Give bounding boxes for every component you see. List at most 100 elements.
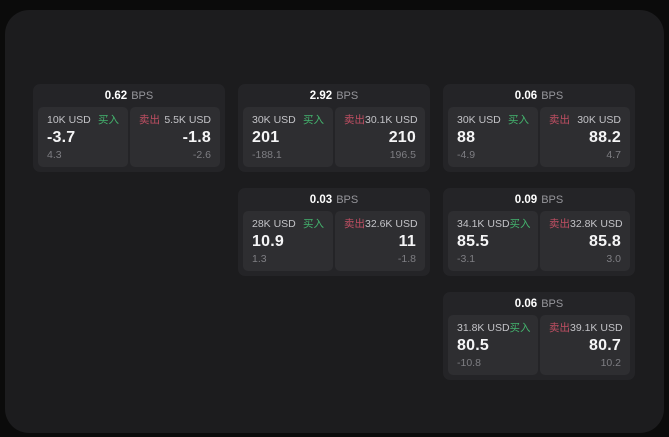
sell-side-label: 卖出	[549, 114, 570, 126]
spread-header: 0.62 BPS	[38, 88, 220, 104]
quote-card: 0.62 BPS 10K USD 买入 -3.7 4.3 卖出 5.5K USD …	[33, 84, 225, 172]
buy-side-label: 买入	[509, 218, 531, 230]
buy-panel[interactable]: 31.8K USD 买入 80.5 -10.8	[448, 315, 538, 375]
buy-side-label: 买入	[508, 114, 529, 126]
sell-notional-label: 39.1K USD	[570, 322, 623, 334]
sell-panel[interactable]: 卖出 32.6K USD 11 -1.8	[335, 211, 425, 271]
quote-panels: 10K USD 买入 -3.7 4.3 卖出 5.5K USD -1.8 -2.…	[38, 107, 220, 167]
buy-price-value: 201	[252, 128, 280, 146]
sell-price-value: 80.7	[589, 336, 621, 354]
sell-notional-label: 5.5K USD	[164, 114, 211, 126]
buy-notional-label: 34.1K USD	[457, 218, 510, 230]
buy-change-value: -3.1	[457, 253, 476, 265]
quote-panels: 34.1K USD 买入 85.5 -3.1 卖出 32.8K USD 85.8…	[448, 211, 630, 271]
buy-change-value: 4.3	[47, 149, 62, 161]
spread-header: 0.09 BPS	[448, 192, 630, 208]
bps-unit-label: BPS	[336, 194, 359, 206]
sell-price-value: 210	[388, 128, 416, 146]
buy-price-value: 85.5	[457, 232, 489, 250]
sell-price-value: 88.2	[589, 128, 621, 146]
quote-panels: 30K USD 买入 201 -188.1 卖出 30.1K USD 210 1…	[243, 107, 425, 167]
spread-value: 0.62	[104, 90, 128, 102]
sell-side-label: 卖出	[139, 114, 160, 126]
sell-change-value: -2.6	[192, 149, 211, 161]
spread-header: 2.92 BPS	[243, 88, 425, 104]
buy-price-value: 10.9	[252, 232, 284, 250]
sell-side-label: 卖出	[549, 322, 570, 334]
sell-panel[interactable]: 卖出 39.1K USD 80.7 10.2	[540, 315, 630, 375]
sell-notional-label: 30.1K USD	[365, 114, 418, 126]
sell-price-value: 85.8	[589, 232, 621, 250]
spread-value: 0.06	[514, 298, 538, 310]
quote-panels: 30K USD 买入 88 -4.9 卖出 30K USD 88.2 4.7	[448, 107, 630, 167]
sell-panel[interactable]: 卖出 30.1K USD 210 196.5	[335, 107, 425, 167]
sell-notional-label: 32.6K USD	[365, 218, 418, 230]
buy-price-value: 88	[457, 128, 476, 146]
buy-notional-label: 28K USD	[252, 218, 296, 230]
sell-change-value: 4.7	[606, 149, 621, 161]
quote-panels: 31.8K USD 买入 80.5 -10.8 卖出 39.1K USD 80.…	[448, 315, 630, 375]
buy-notional-label: 10K USD	[47, 114, 91, 126]
sell-panel[interactable]: 卖出 32.8K USD 85.8 3.0	[540, 211, 630, 271]
sell-panel-header: 卖出 32.6K USD	[344, 218, 418, 230]
spread-value: 2.92	[309, 90, 333, 102]
sell-price-value: 11	[398, 232, 416, 250]
bps-unit-label: BPS	[541, 298, 564, 310]
buy-side-label: 买入	[98, 114, 119, 126]
buy-panel-header: 34.1K USD 买入	[457, 218, 531, 230]
buy-panel-header: 30K USD 买入	[457, 114, 529, 126]
sell-panel[interactable]: 卖出 5.5K USD -1.8 -2.6	[130, 107, 220, 167]
buy-panel[interactable]: 30K USD 买入 201 -188.1	[243, 107, 333, 167]
buy-notional-label: 30K USD	[457, 114, 501, 126]
buy-side-label: 买入	[303, 114, 324, 126]
sell-price-value: -1.8	[182, 128, 211, 146]
buy-price-value: -3.7	[47, 128, 76, 146]
sell-panel-header: 卖出 39.1K USD	[549, 322, 623, 334]
sell-panel-header: 卖出 30.1K USD	[344, 114, 418, 126]
quote-card: 0.03 BPS 28K USD 买入 10.9 1.3 卖出 32.6K USD…	[238, 188, 430, 276]
buy-panel-header: 31.8K USD 买入	[457, 322, 531, 334]
buy-panel-header: 30K USD 买入	[252, 114, 324, 126]
buy-panel[interactable]: 30K USD 买入 88 -4.9	[448, 107, 538, 167]
sell-side-label: 卖出	[344, 218, 365, 230]
sell-side-label: 卖出	[549, 218, 570, 230]
buy-notional-label: 31.8K USD	[457, 322, 510, 334]
sell-panel-header: 卖出 32.8K USD	[549, 218, 623, 230]
spread-header: 0.06 BPS	[448, 296, 630, 312]
cards-grid: 0.62 BPS 10K USD 买入 -3.7 4.3 卖出 5.5K USD …	[33, 84, 635, 380]
sell-panel-header: 卖出 5.5K USD	[139, 114, 211, 126]
buy-panel[interactable]: 28K USD 买入 10.9 1.3	[243, 211, 333, 271]
buy-change-value: -10.8	[457, 357, 481, 369]
spread-header: 0.06 BPS	[448, 88, 630, 104]
sell-side-label: 卖出	[344, 114, 365, 126]
quote-card: 0.06 BPS 31.8K USD 买入 80.5 -10.8 卖出 39.1K…	[443, 292, 635, 380]
bps-unit-label: BPS	[541, 194, 564, 206]
buy-price-value: 80.5	[457, 336, 489, 354]
bps-unit-label: BPS	[541, 90, 564, 102]
spread-value: 0.06	[514, 90, 538, 102]
sell-change-value: 196.5	[389, 149, 416, 161]
quote-card: 0.06 BPS 30K USD 买入 88 -4.9 卖出 30K USD 88…	[443, 84, 635, 172]
spread-value: 0.09	[514, 194, 538, 206]
buy-side-label: 买入	[509, 322, 531, 334]
buy-panel-header: 10K USD 买入	[47, 114, 119, 126]
sell-panel-header: 卖出 30K USD	[549, 114, 621, 126]
buy-change-value: 1.3	[252, 253, 267, 265]
buy-panel[interactable]: 10K USD 买入 -3.7 4.3	[38, 107, 128, 167]
sell-change-value: -1.8	[397, 253, 416, 265]
bps-unit-label: BPS	[336, 90, 359, 102]
buy-change-value: -4.9	[457, 149, 476, 161]
quote-card: 2.92 BPS 30K USD 买入 201 -188.1 卖出 30.1K U…	[238, 84, 430, 172]
buy-panel[interactable]: 34.1K USD 买入 85.5 -3.1	[448, 211, 538, 271]
quote-panels: 28K USD 买入 10.9 1.3 卖出 32.6K USD 11 -1.8	[243, 211, 425, 271]
sell-change-value: 10.2	[600, 357, 621, 369]
spread-value: 0.03	[309, 194, 333, 206]
spread-header: 0.03 BPS	[243, 192, 425, 208]
sell-panel[interactable]: 卖出 30K USD 88.2 4.7	[540, 107, 630, 167]
buy-panel-header: 28K USD 买入	[252, 218, 324, 230]
quote-card: 0.09 BPS 34.1K USD 买入 85.5 -3.1 卖出 32.8K …	[443, 188, 635, 276]
buy-side-label: 买入	[303, 218, 324, 230]
buy-change-value: -188.1	[252, 149, 282, 161]
sell-change-value: 3.0	[606, 253, 621, 265]
sell-notional-label: 30K USD	[577, 114, 621, 126]
